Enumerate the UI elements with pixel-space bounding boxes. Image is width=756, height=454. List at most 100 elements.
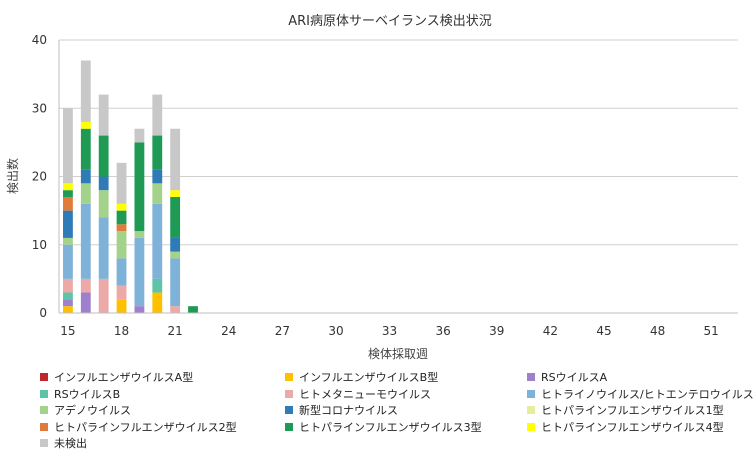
legend-swatch	[285, 422, 293, 431]
bar-segment	[80, 203, 91, 279]
legend-label: ヒトライノウイルス/ヒトエンテロウイルス	[541, 387, 754, 401]
bar-segment	[116, 299, 127, 313]
bar-segment	[80, 278, 91, 293]
bar-segment	[116, 231, 127, 259]
bar-segment	[116, 162, 127, 204]
legend-swatch	[285, 389, 293, 398]
bar-segment	[134, 142, 145, 232]
legend-item: ヒトパラインフルエンザウイルス4型	[527, 419, 724, 435]
x-tick-label: 15	[60, 324, 75, 338]
bar-segment	[152, 203, 163, 279]
bar-segment	[116, 285, 127, 300]
legend-item: 未検出	[40, 435, 87, 451]
bar-segment	[63, 210, 73, 238]
legend-swatch	[40, 389, 48, 398]
legend-label: ヒトメタニューモウイルス	[299, 387, 431, 401]
legend-item: ヒトライノウイルス/ヒトエンテロウイルス	[527, 386, 754, 402]
bar-segment	[152, 183, 163, 204]
bar-segment	[134, 237, 145, 307]
bar-segment	[98, 176, 109, 191]
legend-item: RSウイルスA	[527, 369, 607, 385]
legend-label: インフルエンザウイルスB型	[299, 371, 439, 384]
y-tick-labels: 0 10 20 30 40	[32, 33, 47, 320]
legend-label: アデノウイルス	[54, 404, 131, 417]
bar-segment	[152, 169, 163, 184]
legend-swatch	[40, 406, 48, 414]
x-tick-label: 48	[650, 324, 665, 338]
y-axis-label: 検出数	[5, 158, 20, 194]
bar-segment	[134, 128, 145, 143]
bar-segment	[170, 251, 181, 259]
legend-label: ヒトパラインフルエンザウイルス2型	[54, 420, 237, 434]
bar-segment	[80, 128, 91, 170]
x-tick-label: 51	[704, 324, 719, 338]
legend-label: RSウイルスB	[54, 387, 121, 401]
bar-segment	[98, 278, 109, 313]
bar-segment	[63, 306, 73, 313]
x-tick-label: 30	[328, 324, 343, 338]
legend-swatch	[527, 373, 535, 381]
y-tick-label: 20	[32, 170, 47, 184]
x-tick-label: 24	[221, 324, 236, 338]
bar-segment	[63, 292, 73, 300]
legend-swatch	[527, 406, 535, 414]
legend-swatch	[40, 373, 48, 381]
x-tick-labels: 15 18 21 24 27 30 33 36 39 42 45 48 51	[60, 324, 719, 338]
bar-segment	[80, 169, 91, 184]
x-tick-label: 21	[168, 324, 183, 338]
legend-swatch	[40, 422, 48, 431]
y-tick-label: 0	[39, 306, 47, 320]
y-tick-label: 30	[32, 101, 47, 115]
legend-label: RSウイルスA	[541, 371, 608, 384]
legend-item: インフルエンザウイルスB型	[285, 369, 438, 385]
bar-segment	[98, 217, 109, 279]
legend-label: ヒトパラインフルエンザウイルス1型	[541, 404, 724, 417]
legend-label: ヒトパラインフルエンザウイルス3型	[299, 420, 482, 434]
bar-segment	[134, 231, 145, 238]
legend-swatch	[285, 406, 293, 414]
bar-segment	[152, 135, 163, 170]
x-tick-label: 42	[543, 324, 558, 338]
bar-segment	[63, 278, 73, 293]
legend-swatch	[527, 389, 535, 398]
bar-segment	[98, 190, 109, 218]
x-tick-label: 45	[596, 324, 611, 338]
bar-segment	[170, 237, 181, 252]
x-axis-label: 検体採取週	[368, 347, 428, 361]
bar-segment	[98, 94, 109, 136]
bar-segment	[188, 306, 198, 313]
bar-segment	[63, 244, 73, 279]
bar-segment	[63, 183, 73, 191]
bar-segment	[170, 196, 181, 238]
y-tick-label: 40	[32, 33, 47, 47]
y-tick-label: 10	[32, 238, 47, 252]
bar-segment	[152, 94, 163, 136]
legend-label: 新型コロナウイルス	[299, 404, 398, 417]
bar-segment	[80, 292, 91, 313]
axes	[58, 40, 738, 314]
bar-segment	[63, 190, 73, 197]
legend-item: インフルエンザウイルスA型	[40, 369, 193, 385]
legend-item: ヒトパラインフルエンザウイルス1型	[527, 402, 724, 418]
legend-swatch	[285, 373, 293, 381]
bar-segment	[63, 299, 73, 307]
bar-segment	[170, 128, 181, 191]
legend-item: ヒトメタニューモウイルス	[285, 386, 431, 402]
bar-segment	[170, 306, 181, 313]
legend-item: ヒトパラインフルエンザウイルス3型	[285, 419, 482, 435]
legend-item: 新型コロナウイルス	[285, 402, 398, 418]
bar-segment	[152, 278, 163, 293]
bar-segment	[170, 258, 181, 307]
bar-segment	[63, 196, 73, 211]
legend-item: ヒトパラインフルエンザウイルス2型	[40, 419, 237, 435]
legend-item: アデノウイルス	[40, 402, 131, 418]
bar-segment	[116, 224, 127, 232]
bar-segment	[80, 121, 91, 129]
bar-segment	[134, 306, 145, 313]
legend-label: ヒトパラインフルエンザウイルス4型	[541, 420, 724, 434]
legend-item: RSウイルスB	[40, 386, 120, 402]
x-tick-label: 27	[275, 324, 290, 338]
legend-swatch	[527, 422, 535, 431]
